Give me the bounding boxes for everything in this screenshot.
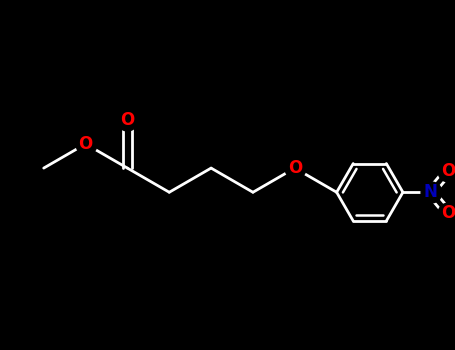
Text: N: N [424,183,437,201]
Text: O: O [78,135,93,153]
Text: O: O [288,159,302,177]
Text: O: O [441,162,455,180]
Text: O: O [120,111,135,129]
Text: O: O [441,204,455,222]
